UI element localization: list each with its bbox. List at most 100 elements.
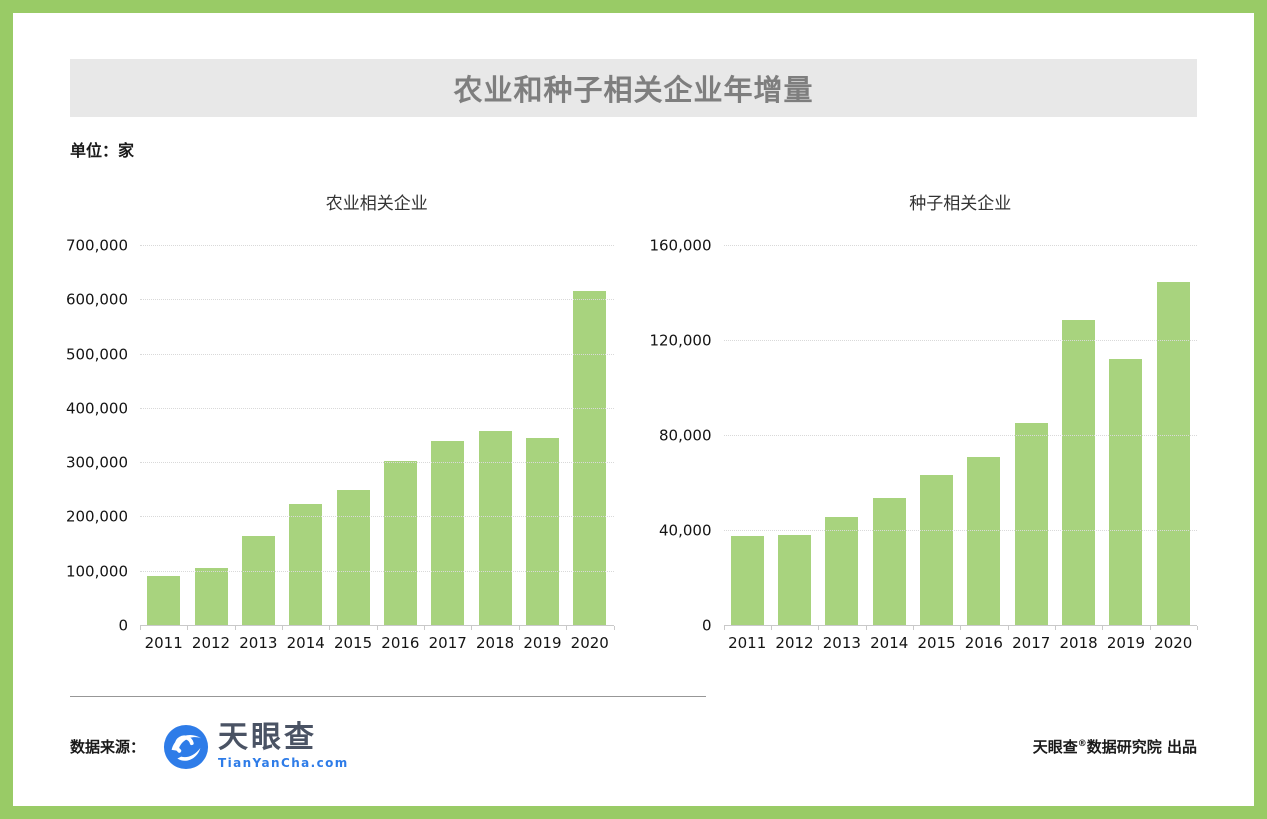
tianyancha-eye-icon: [163, 724, 209, 769]
x-axis-tick: [376, 626, 378, 630]
gridline: [723, 340, 1197, 341]
x-axis-line: [140, 625, 614, 626]
chart-title-agriculture: 农业相关企业: [325, 194, 428, 214]
x-axis-tick: [1007, 626, 1009, 630]
credit-text: 天眼查®数据研究院 出品: [1033, 736, 1197, 757]
bar-2014: [872, 497, 906, 626]
y-axis-tick-label: 500,000: [65, 345, 128, 364]
bar-2020: [1156, 281, 1190, 626]
registered-mark: ®: [1077, 739, 1087, 749]
bar-2020: [573, 290, 607, 626]
gridline: [140, 462, 614, 464]
x-axis-label: 2018: [1059, 634, 1098, 652]
x-axis-label: 2020: [1154, 634, 1193, 652]
bar-2013: [241, 536, 275, 626]
page-title: 农业和种子相关企业年增量: [453, 73, 814, 107]
credit-prefix: 天眼查: [1032, 738, 1078, 756]
x-axis-label: 2014: [286, 634, 325, 652]
x-axis-tick: [1054, 626, 1056, 630]
y-axis-tick-label: 300,000: [65, 453, 128, 472]
x-axis-label: 2020: [570, 634, 609, 652]
x-axis-tick: [518, 626, 520, 630]
gridline: [140, 299, 614, 301]
x-axis-tick: [1197, 626, 1198, 630]
x-axis-labels-seed: 2011 2012 2013 2014 2015 2016 2017 2018 2019 2020: [724, 634, 1198, 652]
x-axis-tick: [912, 626, 914, 630]
x-axis-label: 2018: [475, 634, 515, 652]
x-axis-label: 2012: [775, 634, 814, 652]
bar-slot: [771, 246, 818, 626]
bar-slot: [519, 246, 566, 626]
bar-2015: [920, 475, 954, 626]
bar-slot: [818, 246, 865, 626]
x-axis-tick: [723, 626, 725, 630]
bars-layer-agriculture: [140, 246, 614, 626]
bar-slot: [913, 246, 960, 626]
bar-slot: [187, 246, 234, 626]
x-axis-label: 2017: [428, 634, 467, 652]
data-source-label: 数据来源：: [70, 738, 146, 756]
bar-slot: [1055, 246, 1102, 626]
bar-2017: [431, 440, 465, 626]
x-axis-tick: [187, 626, 189, 630]
x-axis-label: 2011: [144, 634, 183, 652]
x-axis-line: [723, 625, 1197, 626]
bar-2013: [825, 516, 859, 626]
x-axis-label: 2015: [333, 634, 373, 652]
x-axis-label: 2016: [381, 634, 420, 652]
bar-2011: [147, 576, 181, 626]
bar-slot: [140, 246, 187, 626]
bar-2011: [730, 535, 764, 626]
credit-suffix: 数据研究院 出品: [1086, 738, 1197, 756]
x-axis-tick: [770, 626, 772, 630]
y-axis-tick-label: 160,000: [649, 236, 712, 255]
y-axis-tick-label: 400,000: [65, 399, 128, 418]
x-axis-tick: [282, 626, 284, 630]
gridline: [723, 245, 1197, 246]
bar-slot: [235, 246, 282, 626]
bar-slot: [329, 246, 376, 626]
gridline: [140, 570, 614, 572]
charts-row: 农业相关企业 0 100,000 200,000 300,000 400,000 500,…: [66, 189, 1198, 652]
data-source: 数据来源： 天眼查 TianYanCha.com: [70, 723, 349, 771]
x-axis-label: 2014: [870, 634, 909, 652]
x-axis-tick: [1149, 626, 1151, 630]
y-axis-tick-label: 200,000: [65, 507, 128, 526]
gridline: [723, 530, 1197, 531]
bar-slot: [1008, 246, 1055, 626]
bar-2016: [967, 457, 1001, 626]
footer: 数据来源： 天眼查 TianYanCha.com 天眼查®数据研究院 出品: [70, 723, 1197, 771]
y-axis-tick-label: 0: [701, 616, 712, 635]
y-axis-tick-label: 700,000: [65, 236, 128, 255]
x-axis-label: 2011: [728, 634, 767, 652]
bar-slot: [724, 246, 771, 626]
x-axis-label: 2017: [1012, 634, 1051, 652]
bar-slot: [424, 246, 471, 626]
logo-cn-text: 天眼查: [218, 720, 318, 755]
x-axis-label: 2016: [964, 634, 1003, 652]
bar-2012: [194, 567, 228, 626]
gridline: [140, 516, 614, 518]
bar-slot: [866, 246, 913, 626]
y-axis-tick-label: 600,000: [65, 290, 128, 309]
bars-layer-seed: [724, 246, 1198, 626]
x-axis-label: 2015: [917, 634, 956, 652]
gridline: [140, 407, 614, 409]
x-axis-tick: [613, 626, 615, 630]
bar-2012: [778, 534, 812, 626]
x-axis-label: 2013: [822, 634, 861, 652]
bar-2016: [383, 460, 417, 626]
bar-2018: [1062, 319, 1096, 626]
footer-divider: [70, 696, 706, 697]
tianyancha-logo: 天眼查 TianYanCha.com: [163, 723, 349, 770]
y-axis-tick-label: 100,000: [65, 562, 128, 581]
bar-2019: [1109, 358, 1143, 626]
x-axis-tick: [566, 626, 568, 630]
bar-slot: [377, 246, 424, 626]
bar-slot: [282, 246, 329, 626]
bar-2018: [478, 430, 512, 626]
x-axis-tick: [1102, 626, 1104, 630]
gridline: [723, 435, 1197, 436]
x-axis-label: 2019: [523, 634, 562, 652]
